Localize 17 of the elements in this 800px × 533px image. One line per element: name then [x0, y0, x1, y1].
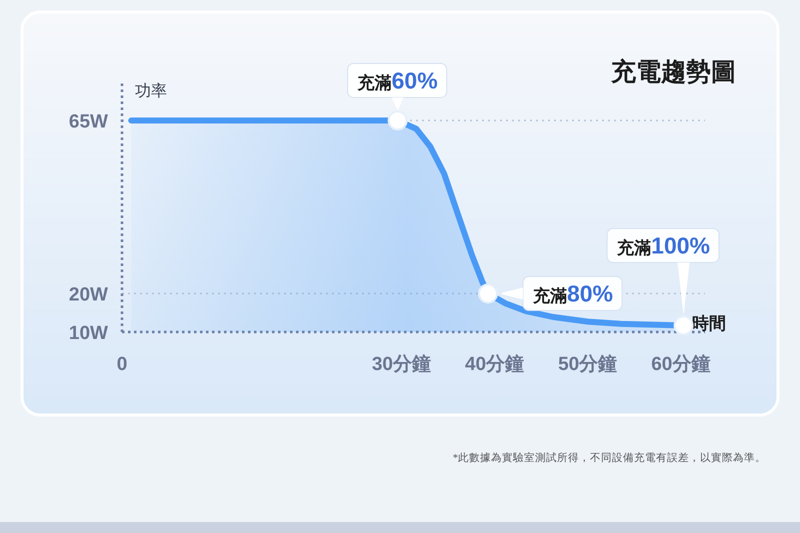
x-tick-label: 40分鐘: [464, 354, 524, 375]
y-axis-title: 功率: [135, 82, 167, 100]
x-tick-label: 30分鐘: [372, 354, 431, 375]
y-tick-label: 65W: [68, 111, 108, 132]
x-axis-title: 時間: [692, 314, 726, 333]
annotation: 充滿80%: [532, 280, 614, 307]
annotation: 充滿80%: [478, 276, 623, 312]
annotation: 充滿60%: [356, 67, 438, 94]
chart-title: 充電趨勢圖: [610, 58, 736, 86]
annotation: 充滿100%: [616, 232, 710, 258]
y-tick-label: 20W: [68, 284, 108, 306]
x-tick-label: 50分鐘: [558, 354, 618, 375]
x-tick-label: 0: [116, 354, 128, 375]
annotation: 充滿60%: [347, 62, 448, 130]
text: *此數據為實驗室測試所得，不同設備充電有誤差，以實際為準。: [452, 451, 766, 464]
x-tick-label: 60分鐘: [651, 354, 710, 375]
y-tick-label: 10W: [68, 323, 108, 344]
